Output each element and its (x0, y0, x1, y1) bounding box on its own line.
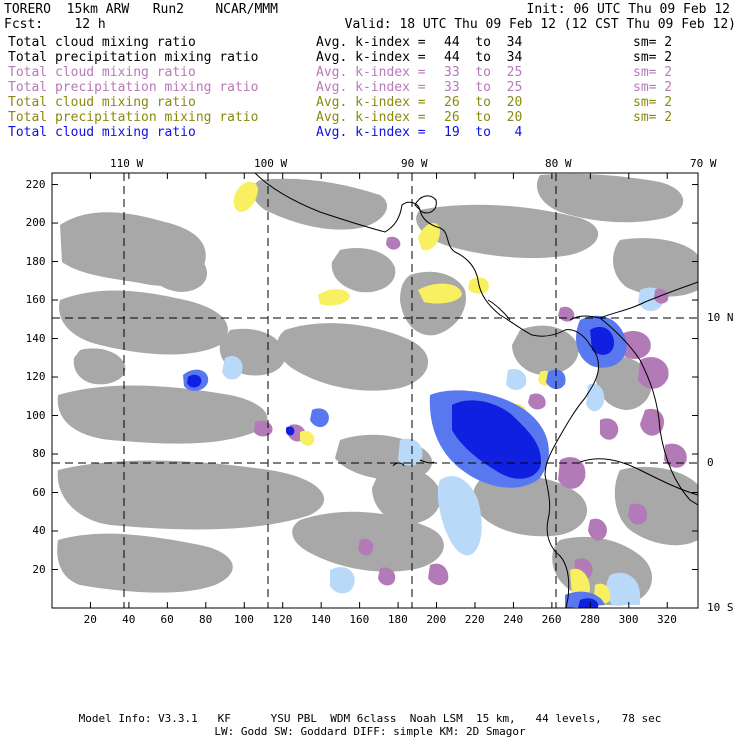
grid-x-label: 200 (426, 613, 447, 626)
grid-y-label: 80 (32, 447, 46, 461)
grid-x-label: 320 (657, 613, 677, 626)
field-name: Total precipitation mixing ratio (8, 110, 259, 125)
grid-x-label: 300 (618, 613, 639, 626)
cloud-mixing-light-blue-field (222, 287, 664, 605)
grid-x-label: 20 (83, 613, 97, 626)
smoothing-value: sm= 2 (633, 65, 673, 80)
legend-row: Total precipitation mixing ratio Avg. k-i… (8, 50, 728, 65)
lat-label-0: 0 (707, 456, 714, 469)
grid-y-label: 20 (32, 562, 46, 576)
grid-y-label: 100 (25, 408, 46, 422)
grid-y-label: 140 (25, 331, 46, 345)
lat-label-10n: 10 N (707, 311, 734, 324)
field-name: Total precipitation mixing ratio (8, 50, 259, 65)
grid-x-label: 140 (310, 613, 331, 626)
k-index-range: 44 to 34 (444, 35, 523, 50)
legend-row: Total cloud mixing ratio Avg. k-index = 33… (8, 65, 728, 80)
grid-y-label: 120 (25, 370, 46, 384)
legend-row: Total cloud mixing ratio Avg. k-index = 19… (8, 125, 728, 140)
model-title: TORERO 15km ARW Run2 NCAR/MMM (4, 2, 278, 17)
field-name: Total cloud mixing ratio (8, 65, 196, 80)
plot-frame (51, 172, 699, 609)
grid-y-label: 40 (32, 524, 46, 537)
grid-y-label: 220 (25, 177, 46, 191)
smoothing-value: sm= 2 (633, 110, 673, 125)
lon-label-70w: 70 W (690, 157, 717, 170)
grid-x-label: 100 (234, 613, 254, 626)
precip-mixing-yellow-field (233, 181, 611, 604)
k-index-label: Avg. k-index = (316, 65, 426, 80)
field-name: Total cloud mixing ratio (8, 35, 196, 50)
grid-y-label: 60 (32, 485, 46, 499)
lon-label-100w: 100 W (254, 157, 288, 170)
smoothing-value: sm= 2 (633, 50, 673, 65)
grid-x-label: 280 (580, 613, 600, 626)
legend-row: Total cloud mixing ratio Avg. k-index = 26… (8, 95, 728, 110)
grid-y-label: 180 (25, 254, 46, 268)
grid-y-label: 200 (25, 216, 46, 230)
forecast-hour: Fcst: 12 h (4, 17, 106, 32)
grid-y-label: 160 (25, 293, 46, 307)
grid-x-label: 220 (464, 613, 485, 626)
legend-row: Total cloud mixing ratio Avg. k-index = 44… (8, 35, 728, 50)
grid-x-label: 60 (160, 613, 174, 626)
legend-row: Total precipitation mixing ratio Avg. k-i… (8, 110, 728, 125)
precip-mixing-purple-field (254, 236, 687, 586)
k-index-label: Avg. k-index = (316, 80, 426, 95)
grid-x-label: 180 (387, 613, 408, 626)
grid-x-label: 120 (272, 613, 293, 626)
k-index-label: Avg. k-index = (316, 110, 426, 125)
k-index-range: 33 to 25 (444, 65, 523, 80)
cloud-mixing-dark-blue-field (187, 326, 615, 608)
grid-x-label: 240 (503, 613, 524, 626)
axis-ticks (52, 173, 698, 608)
grid-x-label: 80 (199, 613, 213, 626)
smoothing-value: sm= 2 (633, 35, 673, 50)
field-name: Total cloud mixing ratio (8, 125, 196, 140)
k-index-range: 33 to 25 (444, 80, 523, 95)
k-index-range: 26 to 20 (444, 110, 523, 125)
grid-x-label: 40 (122, 613, 136, 626)
lon-label-80w: 80 W (545, 157, 572, 170)
lon-label-90w: 90 W (401, 157, 428, 170)
k-index-range: 44 to 34 (444, 50, 523, 65)
smoothing-value: sm= 2 (633, 80, 673, 95)
lon-label-110w: 110 W (110, 157, 144, 170)
model-info-line1: Model Info: V3.3.1 KF YSU PBL WDM 6class… (78, 712, 662, 725)
grid-x-label: 260 (541, 613, 562, 626)
grid-x-label: 160 (349, 613, 370, 626)
init-time: Init: 06 UTC Thu 09 Feb 12 (526, 2, 731, 17)
k-index-label: Avg. k-index = (316, 35, 426, 50)
lat-label-10s: 10 S (707, 601, 734, 614)
k-index-label: Avg. k-index = (316, 50, 426, 65)
smoothing-value: sm= 2 (633, 95, 673, 110)
model-info-line2: LW: Godd SW: Goddard DIFF: simple KM: 2D… (214, 725, 526, 738)
k-index-label: Avg. k-index = (316, 95, 426, 110)
legend-row: Total precipitation mixing ratio Avg. k-i… (8, 80, 728, 95)
field-name: Total cloud mixing ratio (8, 95, 196, 110)
field-name: Total precipitation mixing ratio (8, 80, 259, 95)
k-index-range: 26 to 20 (444, 95, 523, 110)
coastline (254, 173, 698, 608)
valid-time: Valid: 18 UTC Thu 09 Feb 12 (12 CST Thu … (344, 17, 736, 32)
lat-lon-grid (52, 173, 698, 608)
k-index-label: Avg. k-index = (316, 125, 426, 140)
k-index-range: 19 to 4 (444, 125, 523, 140)
